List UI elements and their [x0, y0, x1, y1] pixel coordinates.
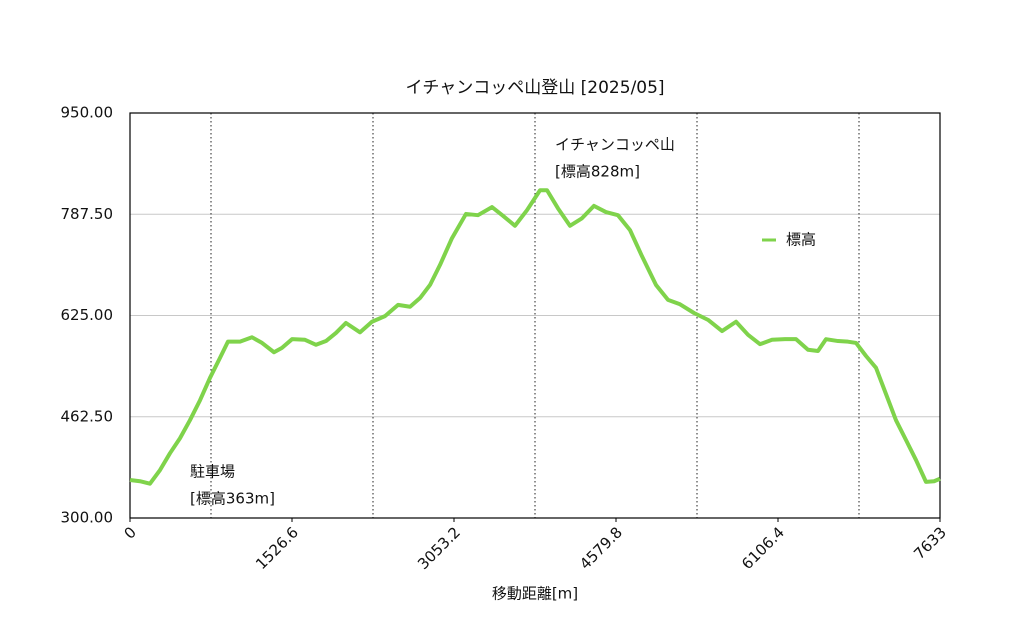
- plot-frame: [129, 112, 941, 519]
- legend-label: 標高: [786, 231, 816, 249]
- y-tick-label: 300.00: [61, 509, 114, 527]
- x-tick-label: 7633: [910, 523, 950, 563]
- annotation: [標高363m]: [190, 490, 275, 508]
- annotation: 駐車場: [190, 463, 235, 481]
- x-tick-label: 1526.6: [252, 523, 302, 573]
- y-tick-label: 787.50: [61, 205, 114, 223]
- line: [129, 188, 941, 486]
- x-axis-label: 移動距離[m]: [492, 585, 578, 603]
- y-tick-label: 950.00: [61, 104, 114, 122]
- x-tick-label: 0: [121, 523, 140, 542]
- x-tick-label: 4579.8: [576, 523, 626, 573]
- y-tick-label: 625.00: [61, 306, 114, 324]
- chart-title: イチャンコッペ山登山 [2025/05]: [405, 78, 664, 98]
- x-tick-label: 3053.2: [414, 523, 464, 573]
- y-tick-label: 462.50: [61, 407, 114, 425]
- annotation: [標高828m]: [555, 163, 640, 181]
- x-tick-label: 6106.4: [738, 523, 788, 573]
- annotation: イチャンコッペ山: [555, 136, 675, 154]
